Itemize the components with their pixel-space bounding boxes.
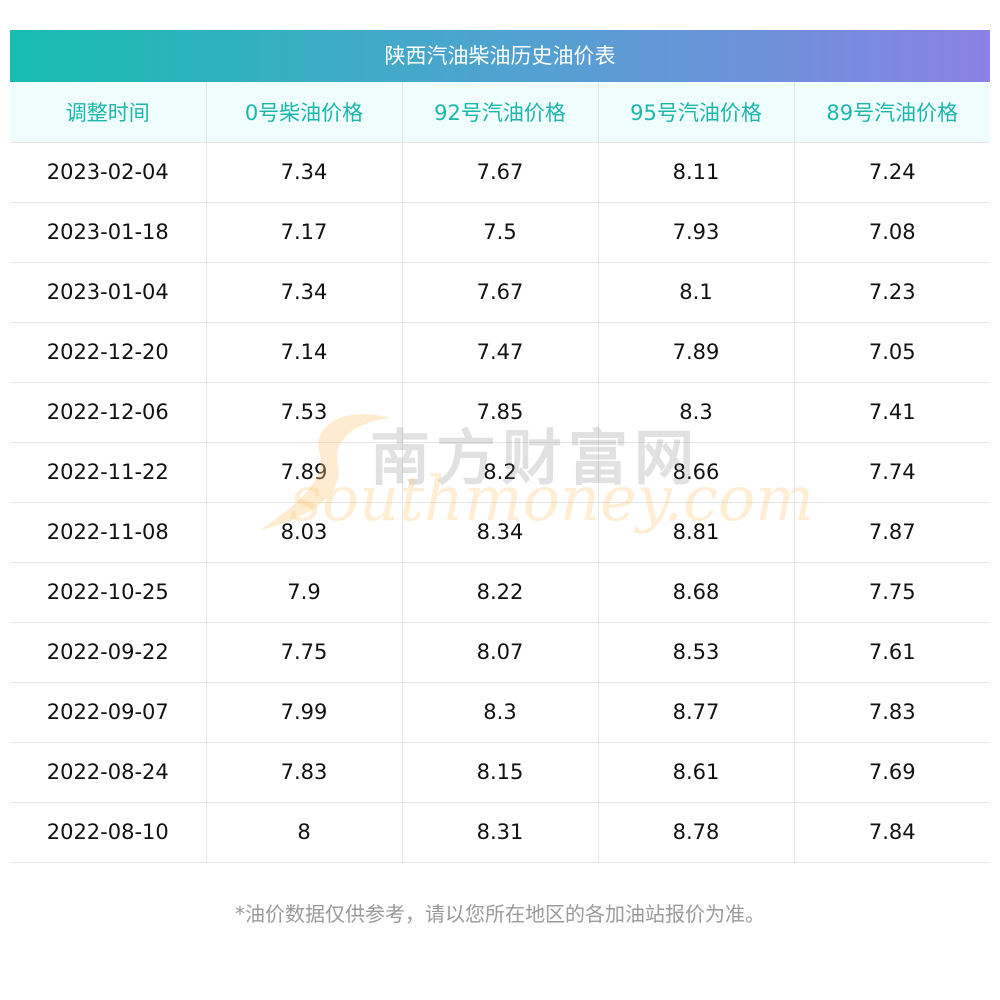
cell-gasoline-95: 8.3 [598,382,795,442]
table-row: 2022-08-24 7.83 8.15 8.61 7.69 [10,742,990,802]
cell-gasoline-95: 8.77 [598,682,795,742]
cell-gasoline-95: 8.66 [598,442,795,502]
table-row: 2022-12-20 7.14 7.47 7.89 7.05 [10,322,990,382]
cell-gasoline-92: 8.31 [402,802,599,862]
footnote: *油价数据仅供参考，请以您所在地区的各加油站报价为准。 [235,902,765,926]
cell-gasoline-89: 7.74 [868,460,916,484]
cell-gasoline-95: 8.68 [598,562,795,622]
cell-date: 2022-09-07 [10,682,207,742]
cell-gasoline-89: 7.84 [868,820,916,844]
table-title: 陕西汽油柴油历史油价表 [10,30,990,82]
cell-date: 2023-01-18 [10,202,207,262]
cell-gasoline-95: 8.81 [598,502,795,562]
cell-gasoline-89: 7.83 [868,700,916,724]
cell-gasoline-95: 8.53 [598,622,795,682]
cell-gasoline-89: 7.87 [868,520,916,544]
price-table-container: 陕西汽油柴油历史油价表 调整时间 0号柴油价格 92号汽油价格 95号汽油价格 … [10,30,990,863]
table-row: 2022-11-22 7.89 8.2 8.66 7.74 [10,442,990,502]
table-row: 2022-09-22 7.75 8.07 8.53 7.61 [10,622,990,682]
cell-diesel-0: 7.17 [206,202,403,262]
table-header-row: 调整时间 0号柴油价格 92号汽油价格 95号汽油价格 89号汽油价格 [10,82,990,142]
cell-date: 2023-02-04 [10,142,207,202]
cell-gasoline-89: 7.08 [868,220,916,244]
cell-diesel-0: 7.99 [206,682,403,742]
table-row: 2023-02-04 7.34 7.67 8.11 7.24 [10,142,990,202]
price-table: 调整时间 0号柴油价格 92号汽油价格 95号汽油价格 89号汽油价格 2023… [10,82,990,863]
header-gasoline-89: 89号汽油价格 [826,100,959,125]
header-gasoline-92: 92号汽油价格 [402,82,599,142]
cell-date: 2022-10-25 [10,562,207,622]
cell-gasoline-92: 7.47 [402,322,599,382]
cell-gasoline-95: 8.1 [598,262,795,322]
table-row: 2023-01-18 7.17 7.5 7.93 7.08 [10,202,990,262]
cell-date: 2022-08-24 [10,742,207,802]
cell-gasoline-89: 7.05 [868,340,916,364]
table-row: 2022-11-08 8.03 8.34 8.81 7.87 [10,502,990,562]
table-body: 2023-02-04 7.34 7.67 8.11 7.24 2023-01-18 7.17… [10,142,990,862]
cell-gasoline-95: 8.11 [598,142,795,202]
cell-gasoline-95: 8.78 [598,802,795,862]
cell-gasoline-89: 7.41 [868,400,916,424]
cell-date: 2022-11-08 [10,502,207,562]
table-row: 2023-01-04 7.34 7.67 8.1 7.23 [10,262,990,322]
cell-diesel-0: 8 [206,802,403,862]
table-row: 2022-12-06 7.53 7.85 8.3 7.41 [10,382,990,442]
table-row: 2022-08-10 8 8.31 8.78 7.84 [10,802,990,862]
cell-date: 2022-09-22 [10,622,207,682]
cell-diesel-0: 7.9 [206,562,403,622]
cell-gasoline-92: 8.2 [402,442,599,502]
cell-gasoline-89: 7.24 [868,160,916,184]
cell-diesel-0: 7.34 [206,142,403,202]
cell-gasoline-92: 7.67 [402,262,599,322]
cell-date: 2022-11-22 [10,442,207,502]
cell-diesel-0: 8.03 [206,502,403,562]
cell-diesel-0: 7.53 [206,382,403,442]
cell-date: 2022-08-10 [10,802,207,862]
cell-diesel-0: 7.14 [206,322,403,382]
cell-gasoline-89: 7.75 [868,580,916,604]
cell-diesel-0: 7.34 [206,262,403,322]
cell-gasoline-92: 8.07 [402,622,599,682]
cell-diesel-0: 7.83 [206,742,403,802]
cell-gasoline-92: 8.34 [402,502,599,562]
cell-gasoline-92: 8.3 [402,682,599,742]
cell-gasoline-92: 7.5 [402,202,599,262]
cell-gasoline-95: 7.93 [598,202,795,262]
table-row: 2022-09-07 7.99 8.3 8.77 7.83 [10,682,990,742]
cell-diesel-0: 7.89 [206,442,403,502]
cell-date: 2023-01-04 [10,262,207,322]
cell-diesel-0: 7.75 [206,622,403,682]
header-diesel-0: 0号柴油价格 [206,82,403,142]
cell-gasoline-92: 8.22 [402,562,599,622]
cell-gasoline-92: 7.85 [402,382,599,442]
cell-gasoline-95: 7.89 [598,322,795,382]
header-adjust-time: 调整时间 [10,82,207,142]
cell-gasoline-92: 7.67 [402,142,599,202]
cell-date: 2022-12-20 [10,322,207,382]
table-row: 2022-10-25 7.9 8.22 8.68 7.75 [10,562,990,622]
cell-gasoline-95: 8.61 [598,742,795,802]
cell-gasoline-89: 7.23 [868,280,916,304]
cell-date: 2022-12-06 [10,382,207,442]
cell-gasoline-89: 7.69 [868,760,916,784]
cell-gasoline-92: 8.15 [402,742,599,802]
cell-gasoline-89: 7.61 [868,640,916,664]
header-gasoline-95: 95号汽油价格 [598,82,795,142]
